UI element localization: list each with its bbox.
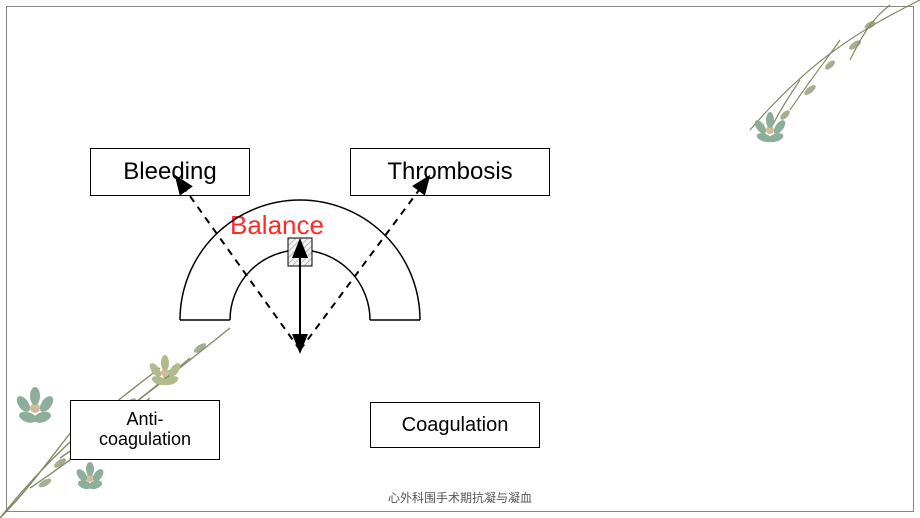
box-thrombosis: Thrombosis bbox=[350, 148, 550, 196]
box-thrombosis-label: Thrombosis bbox=[387, 158, 512, 186]
box-bleeding-label: Bleeding bbox=[123, 158, 216, 186]
balance-label: Balance bbox=[230, 210, 324, 241]
box-bleeding: Bleeding bbox=[90, 148, 250, 196]
box-anticoagulation-label: Anti- coagulation bbox=[99, 410, 191, 450]
box-anticoagulation: Anti- coagulation bbox=[70, 400, 220, 460]
box-coagulation: Coagulation bbox=[370, 402, 540, 448]
box-coagulation-label: Coagulation bbox=[402, 414, 509, 437]
footer-caption: 心外科围手术期抗凝与凝血 bbox=[0, 489, 920, 506]
